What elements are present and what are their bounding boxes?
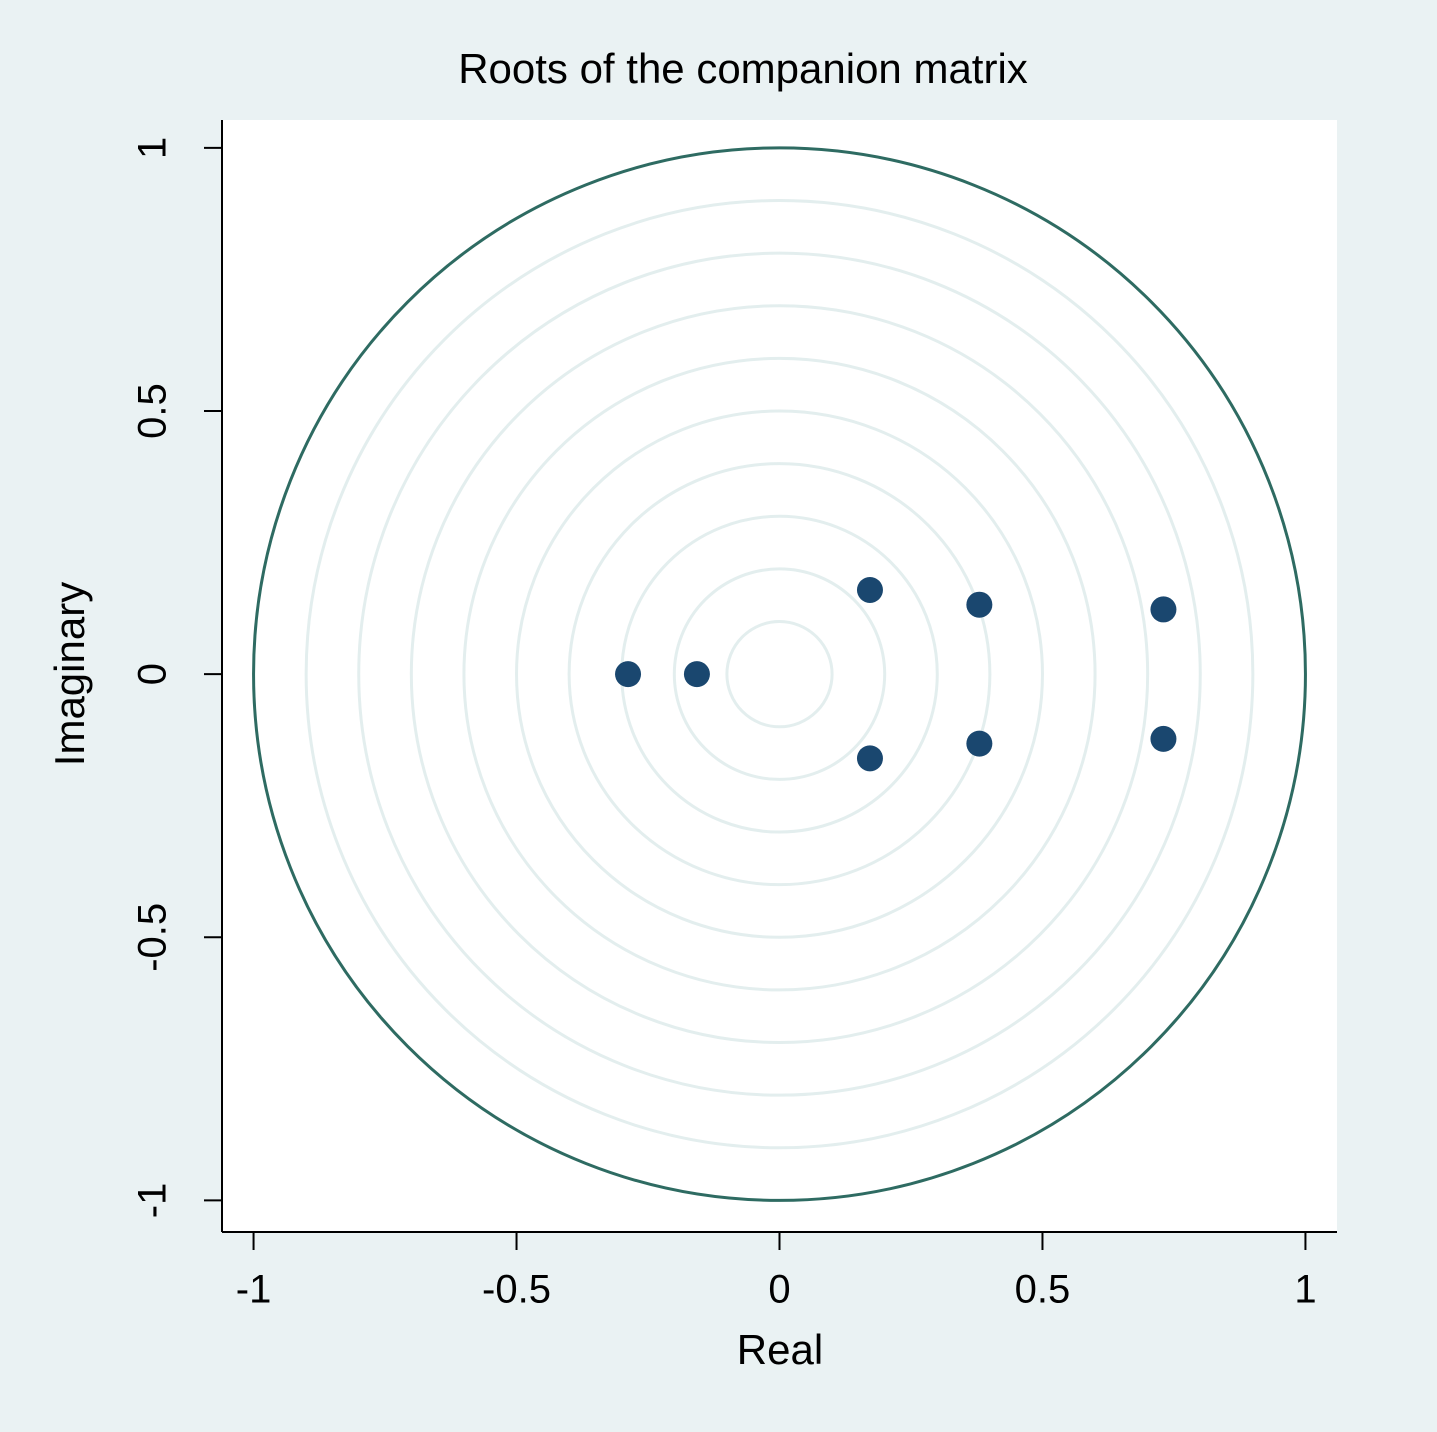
y-axis-label: Imaginary	[46, 582, 93, 766]
root-point	[1150, 596, 1177, 623]
grid-circle	[304, 199, 1255, 1150]
grid-circle	[462, 356, 1097, 992]
x-tick-label: 1	[1294, 1268, 1316, 1312]
root-point	[966, 730, 993, 757]
root-point	[856, 576, 883, 603]
y-tick-label: 0.5	[131, 383, 175, 439]
grid-circle	[725, 620, 834, 729]
x-tick-label: -1	[236, 1268, 272, 1312]
root-point	[966, 591, 993, 618]
y-tick-label: -0.5	[131, 903, 175, 972]
root-point	[856, 745, 883, 772]
root-point	[683, 661, 710, 688]
root-point	[615, 661, 642, 688]
x-axis-label: Real	[737, 1326, 823, 1373]
x-tick-label: 0	[768, 1268, 790, 1312]
grid-circle	[515, 409, 1044, 939]
grid-circle	[409, 304, 1150, 1045]
grid-circle	[567, 462, 992, 887]
x-tick-label: 0.5	[1015, 1268, 1071, 1312]
plot-area	[222, 120, 1337, 1232]
y-tick-label: -1	[131, 1183, 175, 1219]
x-tick-label: -0.5	[482, 1268, 551, 1312]
grid-circle	[672, 567, 887, 781]
chart-title: Roots of the companion matrix	[458, 45, 1028, 92]
unit-circle	[252, 146, 1307, 1202]
y-tick-label: 0	[131, 663, 175, 685]
root-point	[1150, 725, 1177, 752]
grid-circle	[357, 251, 1202, 1097]
y-tick-label: 1	[131, 137, 175, 159]
